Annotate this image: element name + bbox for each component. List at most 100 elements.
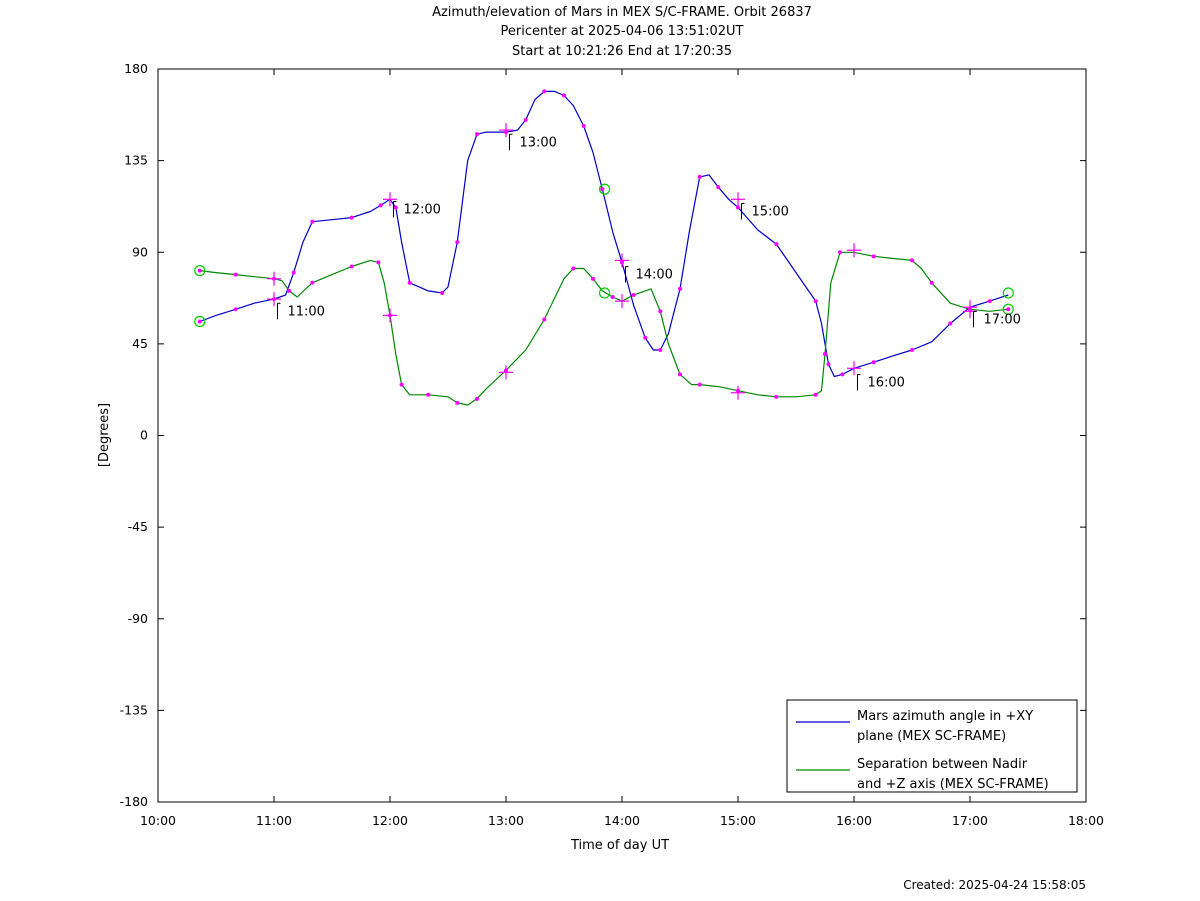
y-tick-label: 90	[132, 244, 148, 259]
sample-point	[591, 276, 595, 281]
hour-plus-marker	[847, 243, 861, 258]
sample-point	[197, 268, 202, 273]
hour-plus-marker	[499, 365, 513, 380]
sample-point	[378, 203, 383, 208]
sample-point	[571, 266, 576, 271]
sample-point	[910, 258, 914, 263]
hour-plus-marker	[383, 308, 397, 323]
y-tick-label: -135	[120, 702, 148, 717]
x-tick-label: 12:00	[372, 813, 408, 828]
hour-annotation-label: 16:00	[867, 376, 904, 391]
hour-annotation-label: 13:00	[519, 135, 556, 150]
sample-point	[774, 242, 779, 247]
sample-point	[310, 280, 315, 285]
plot-area	[157, 68, 1087, 803]
legend-label-2: Separation between Nadir	[857, 757, 1028, 772]
x-tick-label: 15:00	[720, 813, 756, 828]
sample-point	[376, 260, 381, 265]
sample-point	[349, 264, 354, 269]
sample-point	[987, 299, 992, 304]
sample-point	[736, 205, 740, 210]
marker-group	[194, 89, 1014, 405]
event-circle-marker	[598, 287, 611, 299]
hour-plus-marker	[731, 385, 745, 400]
sample-point	[287, 288, 292, 293]
x-tick-label: 10:00	[140, 813, 176, 828]
sample-point	[562, 93, 566, 98]
sample-point	[826, 362, 831, 367]
sample-point	[291, 270, 296, 275]
series-line-1	[199, 90, 1009, 378]
sample-point	[523, 117, 528, 122]
hour-annotation-label: 15:00	[751, 204, 788, 219]
hour-annotation: 17:00	[972, 310, 1021, 328]
sample-point	[455, 240, 460, 245]
sample-point	[581, 124, 586, 129]
sample-point	[426, 392, 431, 397]
sample-point	[475, 396, 479, 401]
sample-point	[455, 400, 460, 405]
sample-point	[542, 317, 547, 322]
series-group	[199, 90, 1009, 406]
y-tick-label: 45	[132, 336, 148, 351]
hour-annotation-label: 17:00	[983, 312, 1020, 327]
chart-title: Azimuth/elevation of Mars in MEX S/C-FRA…	[432, 5, 812, 59]
legend-label-2: and +Z axis (MEX SC-FRAME)	[857, 777, 1049, 792]
chart-title-line-1: Azimuth/elevation of Mars in MEX S/C-FRA…	[432, 5, 812, 20]
hour-plus-marker	[615, 253, 629, 268]
sample-point	[542, 89, 547, 94]
hour-annotation: 14:00	[624, 266, 673, 283]
hour-plus-marker	[731, 192, 745, 207]
hour-label-group: 11:00 12:00 13:00 14:00 15:00 16:00 17:00	[276, 133, 1021, 391]
footer-created: Created: 2025-04-24 15:58:05	[903, 878, 1086, 892]
sample-point	[929, 280, 934, 285]
x-tick-label: 14:00	[604, 813, 640, 828]
sample-point	[716, 185, 721, 190]
sample-point	[697, 382, 702, 387]
sample-point	[643, 335, 648, 340]
x-tick-label: 18:00	[1068, 813, 1104, 828]
chart-title-line-3: Start at 10:21:26 End at 17:20:35	[512, 44, 732, 59]
x-axis: 10:00 11:00 12:00 13:00 14:00 15:00 16:00 17:00…	[140, 69, 1104, 828]
sample-point	[910, 347, 914, 352]
hour-annotation: 16:00	[856, 374, 905, 391]
sample-point	[823, 352, 827, 357]
x-tick-label: 17:00	[952, 813, 988, 828]
sample-point	[1006, 307, 1011, 312]
hour-annotation: 15:00	[740, 202, 789, 220]
sample-point	[658, 309, 663, 314]
sample-point	[871, 360, 876, 365]
sample-point	[399, 382, 404, 387]
sample-point	[233, 272, 238, 277]
sample-point	[678, 372, 682, 377]
sample-point	[948, 321, 953, 326]
event-circle-marker	[194, 264, 206, 277]
y-tick-label: 135	[124, 153, 148, 168]
sample-point	[310, 219, 315, 224]
sample-point	[407, 280, 412, 285]
hour-plus-marker	[499, 123, 513, 138]
hour-annotation-label: 12:00	[403, 202, 440, 217]
event-circle-marker	[194, 315, 206, 328]
y-axis-label: [Degrees]	[97, 403, 112, 467]
hour-annotation: 13:00	[508, 133, 557, 151]
x-tick-label: 16:00	[836, 813, 872, 828]
hour-annotation: 11:00	[276, 302, 325, 320]
sample-point	[838, 250, 843, 255]
hour-annotation: 12:00	[392, 200, 441, 218]
x-tick-label: 11:00	[256, 813, 292, 828]
event-circle-marker	[1002, 303, 1014, 315]
sample-point	[840, 372, 845, 377]
sample-point	[813, 299, 818, 304]
y-tick-label: 0	[140, 428, 148, 443]
hour-plus-marker	[383, 192, 397, 207]
sample-point	[697, 174, 702, 179]
sample-point	[349, 215, 354, 220]
y-axis: 180 135 90 45 0 -45 -90 -135 -180	[120, 61, 1086, 809]
sample-point	[678, 286, 682, 291]
sample-point	[871, 254, 876, 259]
hour-plus-marker	[267, 271, 281, 286]
legend: Mars azimuth angle in +XY plane (MEX SC-F…	[786, 699, 1078, 793]
sample-point	[774, 394, 779, 399]
legend-label-1: Mars azimuth angle in +XY	[857, 709, 1033, 724]
